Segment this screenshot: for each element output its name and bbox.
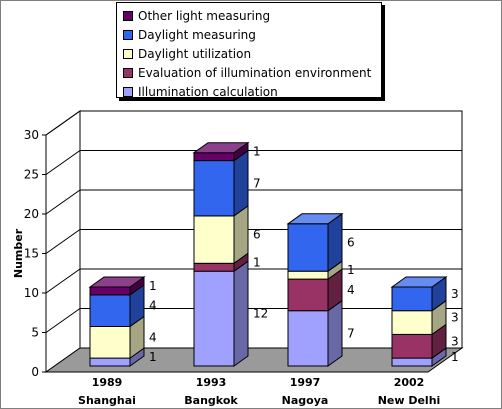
x-tick-label-year: 1993 — [196, 376, 227, 389]
legend-swatch — [123, 29, 133, 40]
data-label: 6 — [347, 236, 355, 250]
data-label: 7 — [253, 176, 261, 190]
bar-stack-2002: 1 3 3 3 2002 New Delhi — [378, 276, 459, 407]
bar-segment — [193, 149, 249, 217]
y-tick-label: 30 — [24, 128, 39, 142]
bar-face — [391, 310, 433, 335]
data-label: 12 — [253, 307, 268, 321]
bar-segment — [193, 260, 249, 367]
bar-side — [233, 260, 249, 367]
bar-segment — [286, 212, 344, 273]
bar-segment — [88, 276, 146, 296]
bar-face — [391, 286, 433, 312]
bar-face — [391, 333, 433, 359]
x-tick-label-year: 1989 — [92, 376, 123, 389]
bar-stack-1997: 7 4 1 6 1997 Nagoya — [282, 212, 355, 407]
legend-label: Daylight utilization — [138, 46, 252, 61]
bar-top — [88, 276, 146, 288]
bar-top — [286, 213, 344, 225]
floor — [44, 347, 464, 373]
data-label: 3 — [451, 334, 459, 348]
bar-face — [287, 223, 329, 272]
bar-face — [287, 270, 329, 280]
bar-face — [193, 152, 235, 162]
bar-face — [193, 270, 235, 367]
bar-segment — [287, 268, 343, 312]
bar-stack-1989: 1 4 4 1 1989 Shanghai — [78, 276, 157, 407]
x-tick-label-city: Bangkok — [184, 394, 238, 407]
legend-label: Daylight measuring — [138, 27, 256, 42]
y-tick-label: 0 — [31, 365, 39, 379]
bar-face — [89, 294, 131, 327]
bar-face — [193, 215, 235, 264]
bar-segment — [391, 299, 447, 336]
legend: Other light measuring Daylight measuring… — [116, 2, 382, 101]
data-label: 4 — [149, 330, 157, 344]
data-label: 6 — [253, 228, 261, 242]
bar-segment — [391, 323, 447, 360]
bar-side — [327, 299, 343, 367]
data-label: 1 — [149, 350, 157, 364]
bar-segment — [287, 299, 343, 367]
x-tick-label-year: 1997 — [290, 376, 321, 389]
bar-segment — [192, 141, 250, 162]
bar-segment — [89, 283, 145, 328]
legend-label: Illumination calculation — [138, 84, 278, 99]
y-tick-label: 5 — [31, 326, 39, 340]
y-tick-label: 20 — [24, 207, 39, 221]
legend-item-evaluation-of-illumination-environment: Evaluation of illumination environment — [123, 63, 381, 82]
bar-stack-1993: 12 1 6 7 1 1993 Bangkok — [184, 141, 268, 407]
gridline — [45, 150, 462, 175]
x-tick-label-city: Nagoya — [282, 394, 329, 407]
x-tick-label-city: New Delhi — [378, 394, 441, 407]
legend-label: Other light measuring — [138, 8, 271, 23]
data-label: 1 — [253, 145, 261, 159]
bar-segment — [390, 276, 448, 312]
legend-item-illumination-calculation: Illumination calculation — [123, 82, 381, 101]
bar-face — [287, 310, 329, 367]
x-tick-label-year: 2002 — [394, 376, 425, 389]
bar-face — [193, 262, 235, 272]
data-label: 1 — [451, 350, 459, 364]
legend-swatch — [123, 67, 133, 78]
data-label: 3 — [451, 311, 459, 325]
legend-item-other-light-measuring: Other light measuring — [123, 6, 381, 25]
gridline — [45, 110, 462, 136]
bar-face — [391, 357, 433, 367]
bar-side — [233, 149, 249, 217]
bar-face — [193, 160, 235, 217]
legend-item-daylight-measuring: Daylight measuring — [123, 25, 381, 44]
bar-face — [89, 357, 131, 367]
x-tick-label-city: Shanghai — [78, 394, 136, 407]
data-label: 4 — [149, 299, 157, 313]
data-label: 1 — [347, 263, 355, 277]
bar-segment — [193, 204, 249, 265]
bar-face — [89, 286, 131, 296]
data-label: 3 — [451, 287, 459, 301]
bar-top — [192, 142, 250, 154]
bars: 1 4 4 1 1989 Shanghai 12 1 6 7 1 1993 Bangkok 7 4 1 6 199… — [78, 141, 459, 407]
bar-face — [89, 326, 131, 359]
legend-swatch — [123, 86, 133, 97]
y-axis-label: Number — [12, 228, 25, 278]
y-tick-label: 15 — [24, 247, 39, 261]
y-tick-label: 10 — [24, 286, 39, 300]
data-label: 7 — [347, 326, 355, 340]
data-label: 4 — [347, 283, 355, 297]
bar-face — [287, 278, 329, 312]
legend-swatch — [123, 10, 133, 21]
legend-item-daylight-utilization: Daylight utilization — [123, 44, 381, 63]
y-axis: 0 5 10 15 20 25 30 — [24, 128, 47, 379]
legend-swatch — [123, 48, 133, 59]
gridline — [45, 189, 462, 215]
data-label: 1 — [149, 279, 157, 293]
bar-top — [390, 276, 448, 288]
legend-label: Evaluation of illumination environment — [138, 65, 372, 80]
data-label: 1 — [253, 255, 261, 269]
y-tick-label: 25 — [24, 168, 39, 182]
